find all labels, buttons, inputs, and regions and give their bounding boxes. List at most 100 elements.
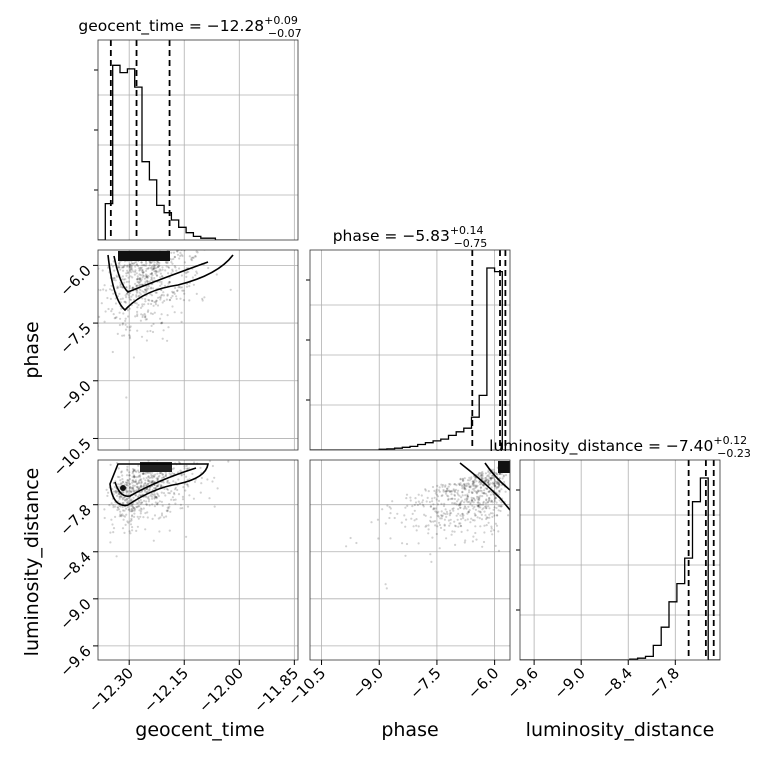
scatter-point bbox=[483, 531, 486, 534]
scatter-point bbox=[136, 525, 139, 528]
title-text: phase = −5.83+0.14 −0.75 bbox=[333, 224, 488, 250]
scatter-point bbox=[132, 509, 135, 512]
scatter-point bbox=[132, 487, 135, 490]
density-contours bbox=[107, 251, 234, 312]
scatter-point bbox=[122, 518, 125, 521]
scatter-point bbox=[475, 480, 478, 483]
scatter-point bbox=[128, 335, 132, 338]
scatter-point bbox=[478, 481, 481, 484]
scatter-point bbox=[170, 251, 173, 254]
scatter-point bbox=[463, 482, 466, 486]
scatter-point bbox=[490, 499, 494, 503]
scatter-point bbox=[166, 480, 169, 483]
scatter-point bbox=[473, 519, 476, 522]
scatter-point bbox=[154, 501, 157, 504]
scatter-point bbox=[101, 269, 104, 272]
scatter-point bbox=[160, 500, 163, 503]
scatter-point bbox=[133, 512, 136, 515]
scatter-point bbox=[138, 493, 141, 497]
scatter-point bbox=[137, 480, 141, 483]
scatter-point bbox=[154, 486, 157, 490]
scatter-point bbox=[158, 472, 161, 475]
scatter-point bbox=[136, 263, 139, 266]
scatter-point bbox=[115, 489, 118, 492]
scatter-point bbox=[464, 494, 467, 497]
scatter-point bbox=[472, 501, 475, 504]
scatter-point bbox=[494, 544, 497, 548]
scatter-point bbox=[137, 499, 140, 502]
scatter-point bbox=[377, 537, 380, 540]
scatter-point bbox=[450, 489, 453, 493]
scatter-point bbox=[473, 481, 476, 484]
scatter-point bbox=[148, 488, 151, 491]
scatter-point bbox=[481, 477, 485, 480]
scatter-point bbox=[414, 497, 417, 500]
scatter-point bbox=[124, 323, 127, 326]
scatter-point bbox=[484, 477, 487, 480]
scatter-point bbox=[417, 493, 420, 496]
scatter-point bbox=[486, 475, 489, 478]
scatter-point bbox=[146, 274, 149, 277]
scatter-point bbox=[479, 506, 482, 509]
scatter-point bbox=[454, 502, 457, 505]
scatter-point bbox=[441, 485, 444, 488]
scatter-point bbox=[126, 325, 129, 328]
scatter-point bbox=[151, 475, 154, 478]
scatter-point bbox=[154, 269, 157, 272]
scatter-point bbox=[145, 291, 148, 294]
scatter-point bbox=[429, 553, 432, 556]
scatter-point bbox=[134, 315, 137, 318]
scatter-point bbox=[150, 272, 153, 275]
scatter-point bbox=[498, 482, 501, 485]
scatter-point bbox=[490, 477, 493, 480]
scatter-point bbox=[161, 266, 164, 269]
scatter-point bbox=[156, 477, 159, 481]
scatter-point bbox=[468, 476, 471, 479]
scatter-point bbox=[166, 261, 169, 265]
scatter-point bbox=[199, 466, 202, 469]
scatter-point bbox=[478, 517, 481, 520]
scatter-point bbox=[144, 484, 147, 487]
scatter-point bbox=[130, 508, 133, 511]
scatter-point bbox=[453, 483, 457, 486]
scatter-point bbox=[477, 510, 480, 513]
scatter-point bbox=[113, 485, 116, 489]
y-axis-label-luminosity-distance: luminosity_distance bbox=[21, 468, 43, 657]
scatter-point bbox=[462, 483, 466, 486]
scatter-point bbox=[125, 272, 128, 275]
scatter-point bbox=[155, 496, 158, 499]
scatter-point bbox=[131, 276, 134, 279]
scatter-point bbox=[136, 495, 139, 498]
scatter-point bbox=[463, 477, 466, 480]
scatter-point bbox=[140, 481, 143, 484]
scatter-point bbox=[453, 520, 456, 523]
scatter-point bbox=[448, 489, 451, 492]
scatter-point bbox=[124, 278, 127, 281]
scatter-point bbox=[171, 270, 174, 273]
scatter-point bbox=[140, 266, 143, 269]
scatter-point bbox=[151, 503, 154, 506]
scatter-point bbox=[121, 474, 124, 477]
scatter-point bbox=[147, 309, 150, 312]
scatter-point bbox=[465, 507, 468, 510]
scatter-point bbox=[441, 494, 444, 497]
scatter-point bbox=[136, 506, 139, 509]
scatter-point bbox=[213, 505, 216, 508]
scatter-point bbox=[103, 508, 106, 511]
scatter-point bbox=[120, 470, 123, 473]
scatter-point bbox=[149, 329, 152, 333]
scatter-point bbox=[162, 476, 165, 479]
scatter-point bbox=[182, 473, 186, 476]
scatter-point bbox=[121, 498, 124, 501]
scatter-point bbox=[100, 302, 103, 305]
scatter-point bbox=[171, 262, 174, 265]
scatter-point bbox=[161, 301, 164, 304]
scatter-point bbox=[170, 296, 173, 299]
scatter-point bbox=[121, 502, 124, 505]
scatter-point bbox=[109, 297, 112, 300]
scatter-point bbox=[467, 511, 470, 514]
scatter-point bbox=[158, 500, 161, 503]
scatter-point bbox=[166, 488, 169, 491]
scatter-point bbox=[172, 257, 175, 261]
scatter-point bbox=[88, 339, 90, 341]
